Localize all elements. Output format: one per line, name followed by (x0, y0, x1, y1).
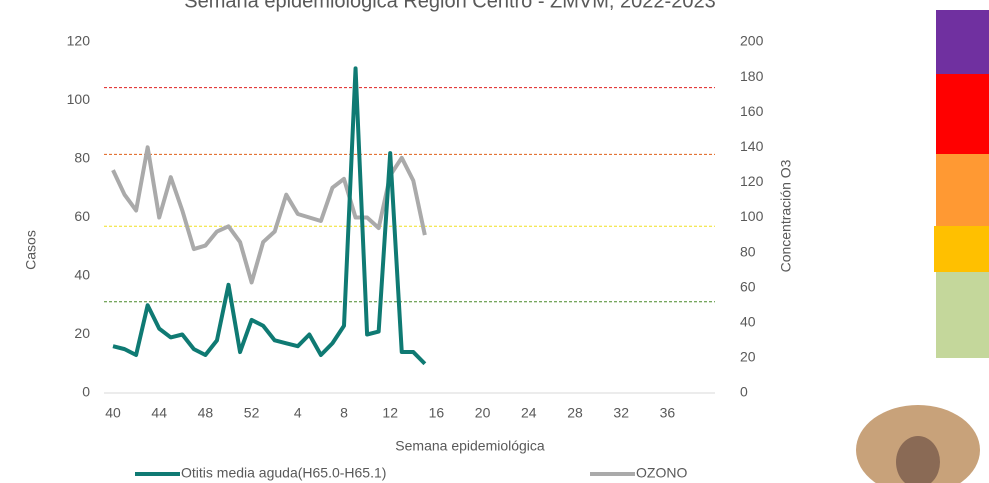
legend-label: Otitis media aguda(H65.0-H65.1) (181, 465, 386, 481)
x-tick-label: 32 (613, 405, 629, 421)
y2-axis-title: Concentración O3 (778, 159, 794, 272)
y-tick-label: 0 (82, 384, 90, 400)
y-tick-label: 100 (67, 91, 91, 107)
x-tick-label: 20 (475, 405, 491, 421)
x-tick-label: 52 (244, 405, 260, 421)
x-tick-label: 12 (382, 405, 398, 421)
y-tick-label: 40 (74, 267, 90, 283)
y2-tick-label: 100 (740, 208, 764, 224)
y2-tick-label: 180 (740, 68, 764, 84)
scale-band (934, 226, 989, 272)
x-tick-label: 8 (340, 405, 348, 421)
ozone-scale (934, 10, 989, 358)
y2-tick-label: 200 (740, 33, 764, 49)
y2-tick-label: 40 (740, 314, 756, 330)
x-tick-label: 48 (198, 405, 214, 421)
x-tick-label: 40 (105, 405, 121, 421)
series-line (113, 147, 425, 282)
y2-tick-label: 140 (740, 138, 764, 154)
chart: Semana epidemiológica Región Centro - ZM… (0, 0, 989, 483)
x-tick-label: 44 (151, 405, 167, 421)
chart-title: Semana epidemiológica Región Centro - ZM… (184, 0, 715, 12)
x-tick-label: 28 (567, 405, 583, 421)
x-axis-title: Semana epidemiológica (395, 438, 545, 454)
y-tick-label: 120 (67, 33, 91, 49)
y2-tick-label: 160 (740, 103, 764, 119)
scale-band (936, 10, 989, 74)
y-tick-label: 20 (74, 325, 90, 341)
y2-tick-label: 120 (740, 173, 764, 189)
y-tick-label: 80 (74, 150, 90, 166)
y-axis-title: Casos (23, 230, 39, 270)
x-tick-label: 16 (429, 405, 445, 421)
y2-tick-label: 60 (740, 278, 756, 294)
y2-tick-label: 0 (740, 384, 748, 400)
y-tick-label: 60 (74, 208, 90, 224)
scale-band (936, 74, 989, 154)
y2-tick-label: 20 (740, 349, 756, 365)
x-tick-label: 36 (660, 405, 676, 421)
x-tick-label: 4 (294, 405, 302, 421)
x-tick-label: 24 (521, 405, 537, 421)
portrait (856, 405, 980, 483)
legend-label: OZONO (636, 465, 687, 481)
scale-band (936, 154, 989, 226)
y2-tick-label: 80 (740, 243, 756, 259)
scale-band (936, 272, 989, 358)
